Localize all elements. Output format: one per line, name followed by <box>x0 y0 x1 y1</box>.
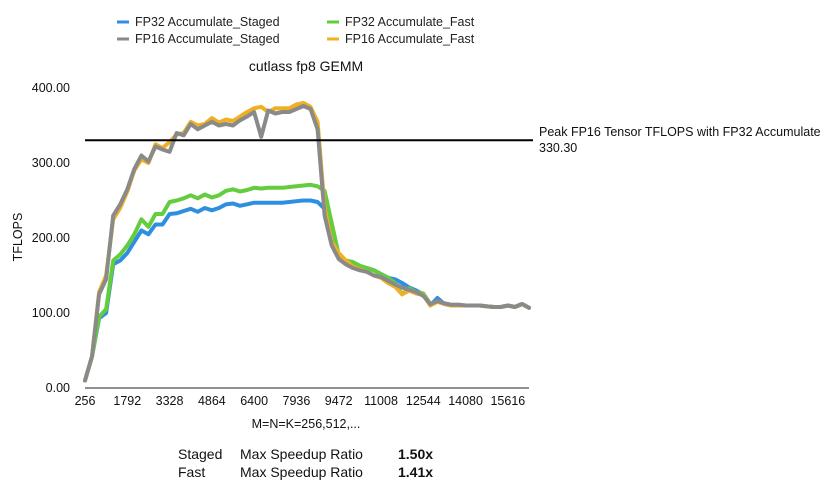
legend-label: FP32 Accumulate_Fast <box>345 15 475 29</box>
y-tick-label: 100.00 <box>32 306 70 320</box>
y-axis-ticks: 0.00 100.00 200.00 300.00 400.00 <box>32 81 70 395</box>
x-tick-label: 1792 <box>113 394 141 408</box>
x-tick-label: 3328 <box>156 394 184 408</box>
x-tick-label: 7936 <box>283 394 311 408</box>
y-tick-label: 0.00 <box>46 381 70 395</box>
footer-row-fast: Fast Max Speedup Ratio 1.41x <box>178 464 433 480</box>
legend-label: FP16 Accumulate_Fast <box>345 32 475 46</box>
y-tick-label: 300.00 <box>32 156 70 170</box>
chart-title: cutlass fp8 GEMM <box>249 58 363 74</box>
x-tick-label: 14080 <box>448 394 483 408</box>
x-tick-label: 4864 <box>198 394 226 408</box>
footer-row-staged: Staged Max Speedup Ratio 1.50x <box>178 446 433 462</box>
series-line-fp16-accumulate-staged <box>83 104 531 383</box>
x-tick-label: 11008 <box>364 394 398 408</box>
legend-label: FP16 Accumulate_Staged <box>135 32 280 46</box>
series-lines <box>83 101 531 383</box>
reference-line-label: Peak FP16 Tensor TFLOPS with FP32 Accumu… <box>539 125 821 139</box>
footer-label-fast: Max Speedup Ratio <box>240 464 363 480</box>
x-axis-label: M=N=K=256,512,... <box>252 417 361 431</box>
y-tick-label: 200.00 <box>32 231 70 245</box>
y-tick-label: 400.00 <box>32 81 70 95</box>
x-tick-label: 9472 <box>325 394 353 408</box>
series-line-fp16-accumulate-fast <box>83 101 531 383</box>
footer-mode-staged: Staged <box>178 446 223 462</box>
footer-value-fast: 1.41x <box>398 464 434 480</box>
series-line-fp32-accumulate-fast <box>83 182 531 383</box>
y-axis-label: TFLOPS <box>11 213 25 262</box>
x-axis-ticks: 256 1792 3328 4864 6400 7936 9472 11008 12544 140… <box>75 394 526 408</box>
x-tick-label: 256 <box>75 394 96 408</box>
x-tick-label: 15616 <box>490 394 525 408</box>
legend-label: FP32 Accumulate_Staged <box>135 15 280 29</box>
footer-mode-fast: Fast <box>178 464 206 480</box>
legend: FP32 Accumulate_Staged FP32 Accumulate_Fa… <box>117 15 475 46</box>
footer-value-staged: 1.50x <box>398 446 434 462</box>
x-tick-label: 12544 <box>406 394 441 408</box>
footer-label-staged: Max Speedup Ratio <box>240 446 363 462</box>
reference-line-value: 330.30 <box>539 141 577 155</box>
series-line-fp32-accumulate-staged <box>83 198 531 383</box>
x-tick-label: 6400 <box>240 394 268 408</box>
